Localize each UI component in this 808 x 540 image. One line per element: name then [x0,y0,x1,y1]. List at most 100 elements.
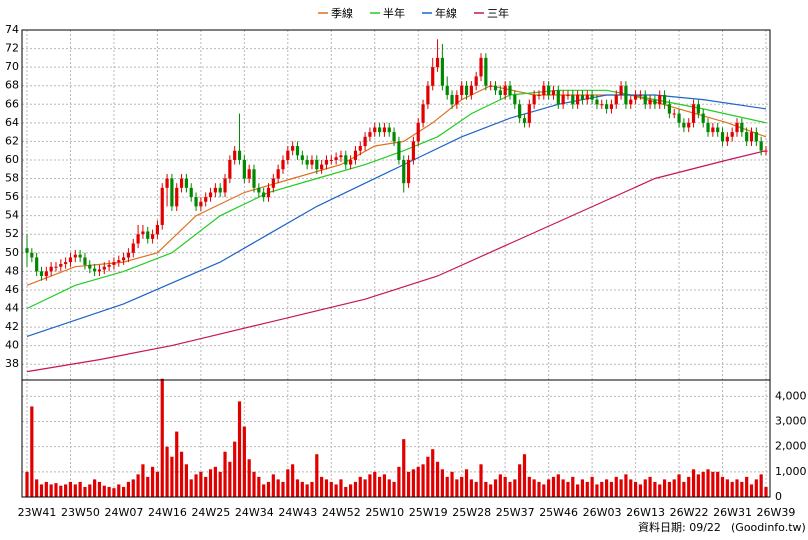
volume-bar [117,484,121,497]
candle-body [745,132,749,142]
volume-bar [64,484,68,497]
volume-bar [160,378,164,497]
candle-body [266,187,271,198]
x-tick-label: 25W19 [409,506,448,519]
candle-body [160,187,164,225]
volume-bar [595,484,599,497]
x-tick-label: 24W43 [278,506,317,519]
volume-bar [426,456,430,497]
volume-bar [339,479,343,497]
volume-bar [498,474,502,497]
candle-body [605,104,609,109]
volume-bar [730,481,734,497]
x-tick-label: 23W41 [18,506,57,519]
y-tick-label: 70 [5,60,19,73]
volume-bar [740,481,744,497]
candle-body [571,94,575,105]
volume-bar [479,464,483,497]
volume-bar [590,476,594,497]
candle-body [49,266,53,272]
candle-body [508,85,512,95]
candle-body [97,269,102,272]
candle-body [136,234,140,244]
candle-body [450,94,454,105]
candle-body [233,150,237,160]
candle-body [184,178,188,188]
candle-body [576,94,580,105]
candle-body [247,169,251,179]
candle-body [334,157,338,160]
volume-bar [585,481,589,497]
candle-body [344,155,348,165]
candle-body [624,85,628,105]
candle-body [411,141,415,160]
candle-body [619,85,623,95]
candle-body [93,268,97,272]
candle-body [107,264,111,267]
candle-body [281,159,285,170]
candle-body [218,187,222,193]
volume-bar [97,481,102,497]
volume-bar [218,471,222,497]
volume-bar [556,474,560,497]
volume-bar [141,464,145,497]
candle-body [460,85,464,95]
candle-body [262,192,266,198]
volume-bar [25,471,29,497]
candle-body [590,94,594,100]
volume-bar [271,474,275,497]
candle-body [276,169,280,179]
volume-bar [537,481,541,497]
candle-body [213,187,217,193]
volume-bar [484,481,488,497]
candle-body [730,132,734,137]
volume-bar [78,481,82,497]
price-frame [21,29,771,381]
volume-bar [682,481,686,497]
x-tick-label: 26W22 [670,506,709,519]
volume-bar [208,469,213,497]
candle-body [165,178,169,188]
candle-body [658,94,662,105]
volume-bar [83,486,87,497]
y-tick-label: 0 [775,490,782,503]
volume-bar [305,484,309,497]
volume-bar [754,479,758,497]
volume-bar [223,451,227,497]
candle-body [35,257,39,272]
candle-body [175,187,179,207]
volume-bar [614,476,618,497]
legend-label: 半年 [383,6,405,20]
volume-bar [571,476,575,497]
volume-bar [522,454,527,497]
candle-body [764,150,768,152]
y-tick-label: 1,000 [775,465,807,478]
y-tick-label: 72 [5,42,19,55]
candle-body [286,150,290,160]
volume-bar [150,466,155,497]
candle-body [566,94,570,96]
candle-body [522,118,527,123]
y-tick-label: 3,000 [775,415,807,428]
candle-body [339,155,343,158]
candle-body [387,127,391,133]
candle-body [349,159,353,165]
candle-body [30,252,34,258]
volume-bar [749,484,754,497]
y-tick-label: 4,000 [775,389,807,402]
volume-bar [720,476,725,497]
volume-bar [353,481,358,497]
candle-body [687,122,691,128]
y-tick-label: 66 [5,97,19,110]
volume-bar [146,476,150,497]
volume-bar [39,484,44,497]
candle-body [431,67,435,86]
volume-bar [600,481,604,497]
volume-bar [440,469,444,497]
candle-body [720,132,725,142]
candle-body [83,257,87,265]
volume-bar [387,479,391,497]
candle-body [242,159,246,179]
legend-label: 年線 [435,6,457,20]
volume-bar [73,484,77,497]
